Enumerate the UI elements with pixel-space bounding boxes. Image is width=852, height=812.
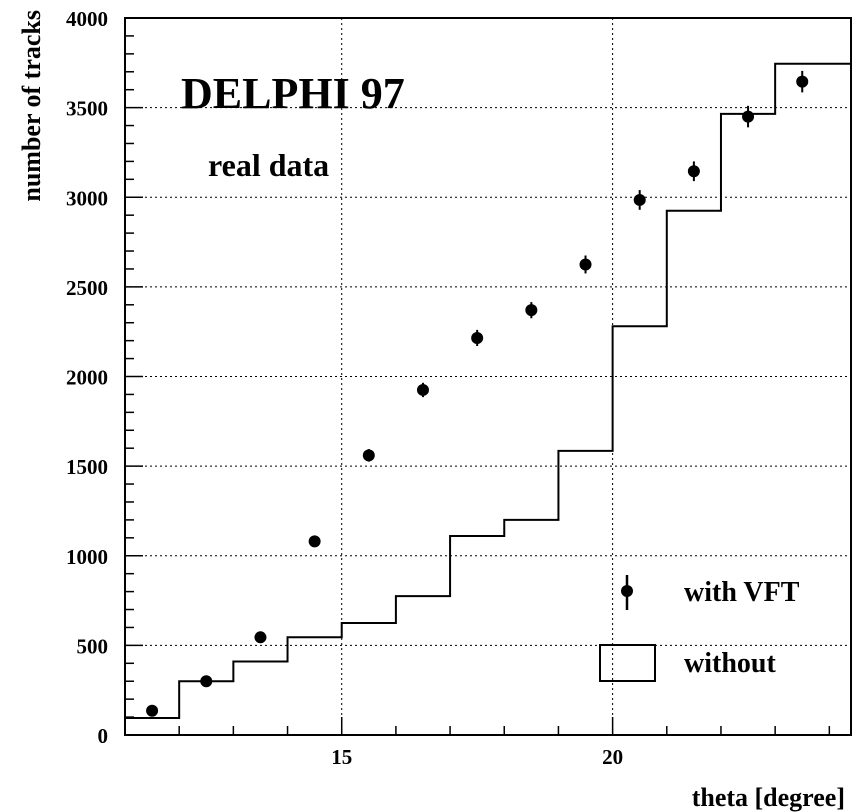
x-tick-label: 15	[331, 745, 352, 769]
legend-marker-with-vft	[621, 585, 633, 597]
data-point	[362, 449, 375, 462]
data-point	[633, 193, 646, 206]
legend-label-with-vft: with VFT	[684, 577, 800, 608]
y-tick-label: 1000	[66, 545, 108, 569]
plot-frame	[124, 17, 852, 736]
y-tick-label: 4000	[66, 7, 108, 31]
data-point	[200, 675, 213, 688]
data-point	[796, 75, 809, 88]
grid-lines	[125, 18, 851, 735]
y-tick-label: 3500	[66, 97, 108, 121]
data-point	[308, 535, 321, 548]
y-tick-label: 3000	[66, 186, 108, 210]
data-point	[687, 165, 700, 178]
y-tick-label: 1500	[66, 455, 108, 479]
y-tick-label: 2000	[66, 366, 108, 390]
legend-marker-without	[599, 644, 656, 682]
axis-ticks	[124, 17, 831, 736]
histogram-line	[125, 62, 851, 719]
y-tick-label: 0	[98, 724, 109, 748]
data-point	[254, 631, 267, 644]
data-point	[416, 383, 429, 396]
y-tick-label: 2500	[66, 276, 108, 300]
x-tick-labels: 15 20	[331, 745, 623, 769]
annotation-title: DELPHI 97	[181, 69, 405, 118]
data-point	[525, 304, 538, 317]
annotation-subtitle: real data	[208, 147, 329, 183]
data-point	[579, 258, 592, 271]
y-tick-label: 500	[77, 634, 109, 658]
x-tick-label: 20	[602, 745, 623, 769]
x-axis-label: theta [degree]	[692, 783, 845, 812]
data-point	[146, 704, 159, 717]
data-point	[471, 331, 484, 344]
y-tick-labels: 0 500 1000 1500 2000 2500 3000 3500 4000	[66, 7, 108, 748]
data-point	[742, 110, 755, 123]
points-with-vft	[146, 70, 809, 717]
y-axis-label: number of tracks	[17, 10, 46, 202]
legend-label-without: without	[684, 648, 776, 679]
histogram-without	[125, 62, 851, 719]
legend: with VFT without	[599, 575, 800, 682]
